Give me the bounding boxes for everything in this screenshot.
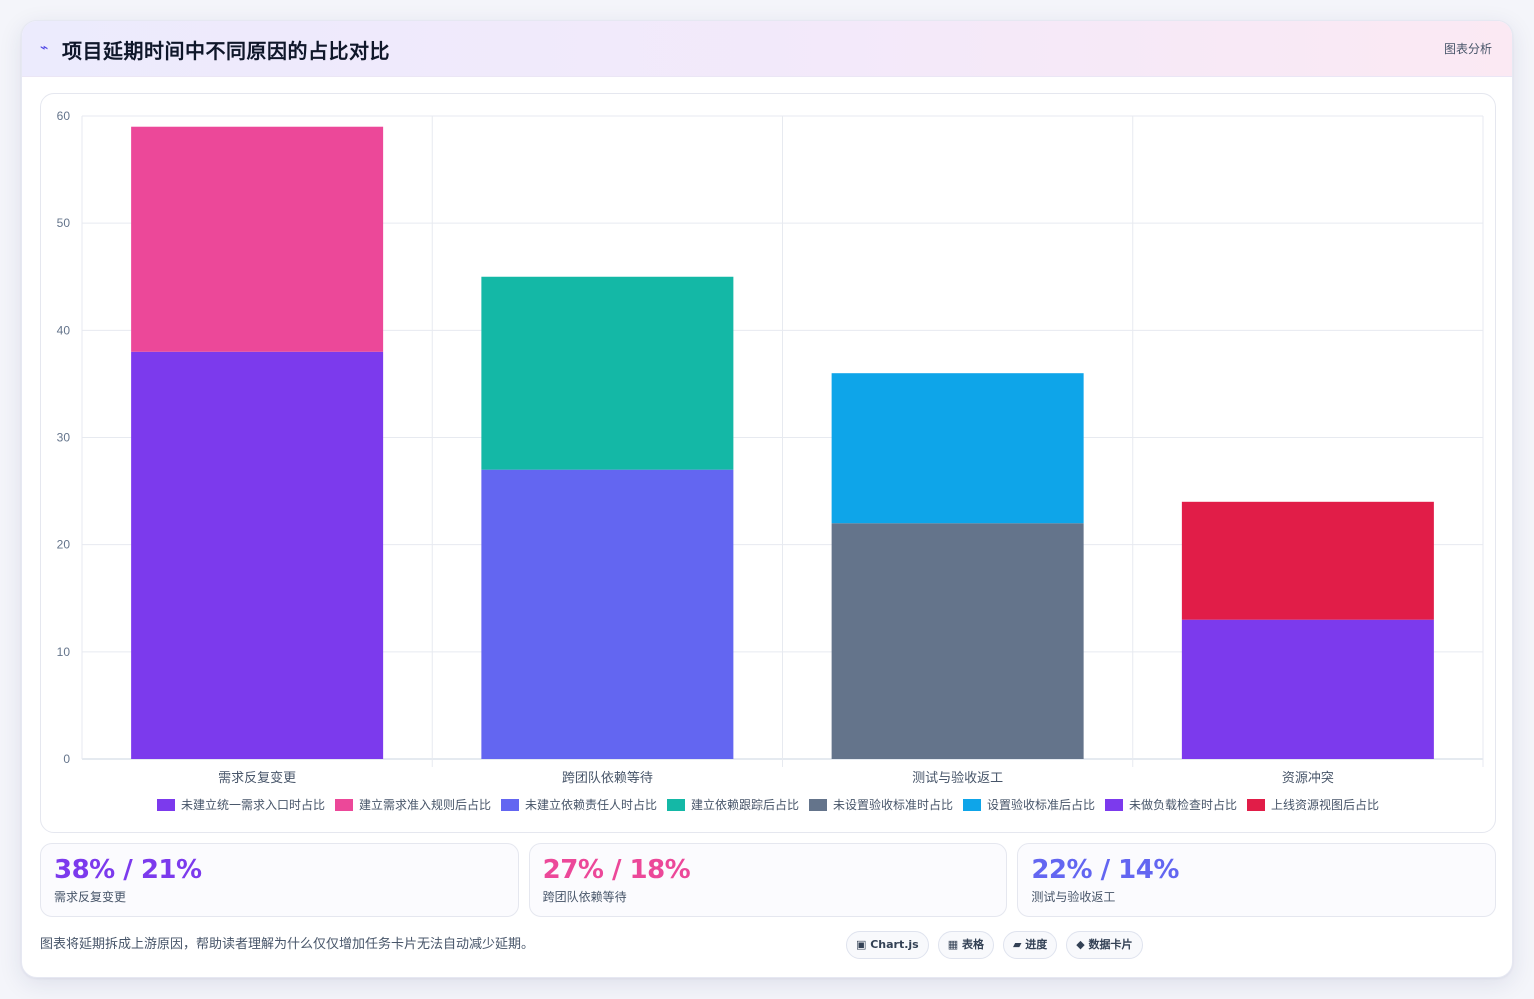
y-tick-label: 20 (57, 538, 71, 552)
bar-segment (831, 373, 1084, 524)
legend-item[interactable]: 建立依赖跟踪后占比 (666, 796, 799, 813)
legend-swatch (963, 798, 982, 811)
x-tick-label: 需求反复变更 (218, 770, 296, 786)
y-tick-label: 50 (57, 216, 71, 230)
y-tick-label: 10 (57, 645, 71, 659)
y-tick-label: 60 (57, 109, 71, 123)
y-tick-label: 30 (57, 431, 71, 445)
view-chips: ▣ Chart.js ▦ 表格 ▰ 进度 ◆ 数据卡片 (846, 931, 1143, 959)
bar-segment (131, 126, 384, 352)
legend-swatch (334, 798, 353, 811)
chart-legend: 未建立统一需求入口时占比 建立需求准入规则后占比 未建立依赖责任人时占比 建立依赖跟踪… (41, 796, 1495, 813)
legend-label: 未设置验收标准时占比 (833, 798, 954, 812)
stat-value: 38% / 21% (54, 855, 202, 885)
legend-label: 上线资源视图后占比 (1271, 798, 1380, 812)
chip-data-cards[interactable]: ◆ 数据卡片 (1066, 931, 1143, 959)
bar-segment (831, 523, 1084, 759)
legend-item[interactable]: 上线资源视图后占比 (1247, 796, 1379, 813)
chart-panel: 0 10 20 30 40 50 60 需求反复变更 跨团队依赖等待 测试与验收返工 资源冲突 未建… (40, 93, 1496, 833)
stat-card: 22% / 14% 测试与验收返工 (1017, 843, 1497, 917)
stats-row: 38% / 21% 需求反复变更 27% / 18% 跨团队依赖等待 22% /… (40, 843, 1497, 917)
chart-description: 图表将延期拆成上游原因，帮助读者理解为什么仅仅增加任务卡片无法自动减少延期。 (40, 937, 535, 952)
y-tick-label: 0 (63, 752, 70, 766)
stat-value: 27% / 18% (542, 855, 691, 885)
stat-card: 38% / 21% 需求反复变更 (40, 843, 519, 917)
legend-label: 未建立依赖责任人时占比 (524, 798, 657, 812)
stacked-bar-chart: 0 10 20 30 40 50 60 需求反复变更 跨团队依赖等待 测试与验收返工 资源冲突 (57, 109, 1484, 786)
legend-item[interactable]: 设置验收标准后占比 (963, 796, 1095, 813)
lightning-icon: ⌁ (40, 40, 49, 56)
stat-label: 跨团队依赖等待 (542, 890, 627, 904)
stat-value: 22% / 14% (1031, 855, 1179, 885)
legend-item[interactable]: 未建立统一需求入口时占比 (156, 796, 325, 813)
bar-segment (1181, 501, 1434, 620)
legend-swatch (809, 798, 827, 811)
y-tick-label: 40 (57, 323, 71, 337)
chart-card: ⌁ 项目延期时间中不同原因的占比对比 图表分析 0 10 20 30 40 50 60 需求反… (21, 20, 1513, 978)
bar-segment (481, 469, 734, 759)
chip-table[interactable]: ▦ 表格 (937, 931, 994, 959)
chart-analysis-link[interactable]: 图表分析 (1443, 42, 1492, 56)
page-title: 项目延期时间中不同原因的占比对比 (62, 39, 390, 63)
legend-item[interactable]: 未建立依赖责任人时占比 (500, 796, 657, 813)
legend-swatch (1247, 798, 1266, 811)
bar-segment (481, 276, 734, 470)
x-tick-label: 资源冲突 (1282, 770, 1334, 786)
chip-chartjs[interactable]: ▣ Chart.js (846, 931, 929, 959)
x-tick-label: 测试与验收返工 (912, 770, 1003, 786)
legend-label: 建立依赖跟踪后占比 (690, 798, 799, 812)
legend-item[interactable]: 未做负载检查时占比 (1105, 796, 1237, 813)
card-header: ⌁ 项目延期时间中不同原因的占比对比 图表分析 (22, 21, 1512, 77)
legend-swatch (156, 798, 175, 811)
stat-label: 测试与验收返工 (1031, 890, 1116, 904)
legend-item[interactable]: 未设置验收标准时占比 (809, 796, 953, 813)
legend-item[interactable]: 建立需求准入规则后占比 (334, 796, 491, 813)
legend-swatch (500, 798, 519, 811)
legend-swatch (666, 798, 685, 811)
legend-label: 建立需求准入规则后占比 (358, 798, 491, 812)
stat-label: 需求反复变更 (54, 890, 127, 904)
legend-label: 未建立统一需求入口时占比 (180, 798, 325, 812)
chip-progress[interactable]: ▰ 进度 (1002, 931, 1058, 959)
x-tick-label: 跨团队依赖等待 (562, 770, 653, 786)
legend-swatch (1105, 798, 1124, 811)
bar-segment (131, 351, 384, 759)
stat-card: 27% / 18% 跨团队依赖等待 (528, 843, 1008, 917)
legend-label: 未做负载检查时占比 (1129, 798, 1238, 812)
bar-segment (1181, 619, 1434, 759)
legend-label: 设置验收标准后占比 (987, 798, 1096, 812)
